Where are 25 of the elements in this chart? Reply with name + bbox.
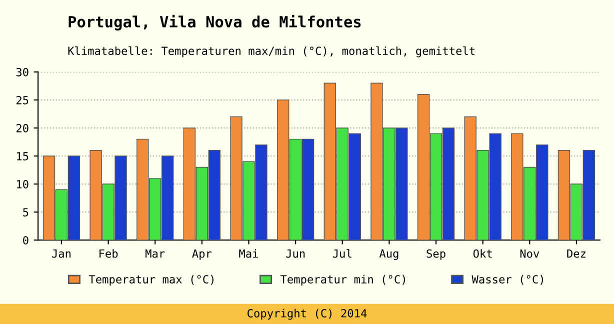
y-tick-label: 25 — [16, 96, 28, 104]
y-tick-label: 0 — [23, 236, 28, 244]
x-tick-label: Dez — [567, 250, 586, 258]
legend-label: Temperatur max (°C) — [88, 274, 214, 286]
y-tick-label: 5 — [23, 208, 28, 216]
x-tick-label: Jun — [286, 250, 305, 258]
x-tick-label: Jan — [52, 250, 71, 258]
x-tick-label: Feb — [100, 249, 118, 258]
x-tick-label: Apr — [192, 250, 212, 260]
x-tick-label: Nov — [520, 250, 540, 258]
y-tick-label: 10 — [16, 180, 28, 188]
x-tick-label: Mar — [146, 250, 165, 258]
chart-subtitle: Klimatabelle: Temperaturen max/min (°C), monatlich, gemittelt — [68, 46, 475, 58]
x-tick-label: Jul — [332, 249, 352, 258]
legend-label: Wasser (°C) — [472, 274, 544, 285]
chart-title: Portugal, Vila Nova de Milfontes — [68, 14, 361, 30]
text: Copyright (C) 2014 — [248, 308, 367, 320]
x-tick-label: Mai — [239, 249, 258, 258]
x-tick-label: Sep — [426, 249, 446, 260]
y-tick-label: 20 — [16, 124, 28, 132]
y-tick-label: 30 — [16, 68, 28, 76]
legend-label: Temperatur min (°C) — [280, 274, 405, 286]
x-tick-label: Aug — [379, 249, 398, 260]
y-tick-label: 15 — [16, 152, 28, 160]
x-tick-label: Okt — [473, 249, 492, 258]
